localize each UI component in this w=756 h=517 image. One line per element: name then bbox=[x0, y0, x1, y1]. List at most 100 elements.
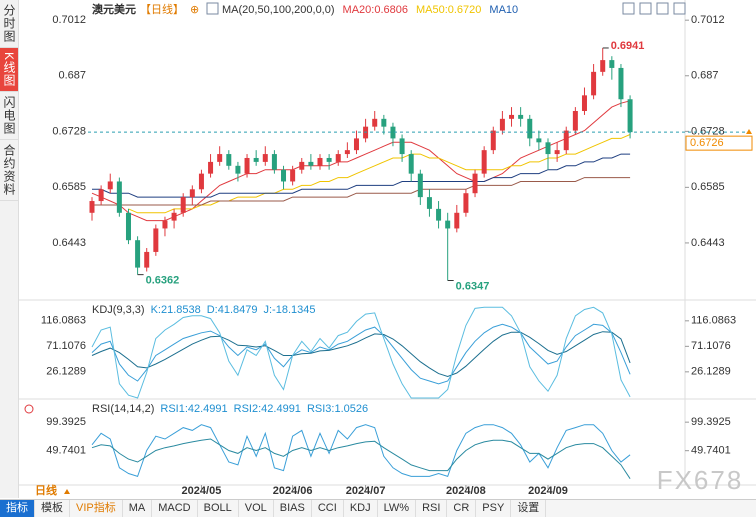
candle-body bbox=[545, 142, 551, 155]
settings-icon bbox=[24, 404, 34, 414]
candle-body bbox=[417, 173, 423, 198]
footer-tab[interactable]: 指标 bbox=[0, 500, 35, 517]
icon[interactable] bbox=[206, 2, 219, 15]
candle-body bbox=[436, 208, 442, 221]
footer-tab[interactable]: 设置 bbox=[511, 500, 547, 517]
legend-item: KDJ(9,3,3) bbox=[92, 304, 145, 316]
annotation: 0.6347 bbox=[456, 280, 490, 292]
y-tick-label-left: 0.6443 bbox=[52, 237, 86, 249]
legend-item: RSI3:1.0526 bbox=[307, 403, 368, 415]
indicator-line bbox=[91, 424, 631, 478]
watermark: FX678 bbox=[657, 465, 744, 495]
x-tick-label: 2024/09 bbox=[528, 485, 568, 497]
footer-tab[interactable]: MA bbox=[123, 500, 153, 517]
footer-tab[interactable]: RSI bbox=[416, 500, 448, 517]
candle-body bbox=[581, 95, 587, 112]
candle-body bbox=[426, 197, 432, 209]
candle-body bbox=[299, 161, 305, 170]
y-tick-label-left: 0.7012 bbox=[52, 14, 86, 26]
y-tick-label-left: 0.6728 bbox=[52, 125, 86, 137]
ma-line bbox=[128, 134, 631, 214]
period-arrow[interactable] bbox=[64, 489, 70, 494]
candle-body bbox=[627, 99, 633, 133]
x-tick-label: 2024/07 bbox=[346, 485, 386, 497]
annotation: 0.6362 bbox=[146, 275, 180, 287]
candle-body bbox=[472, 173, 478, 194]
side-tab[interactable]: 分时图 bbox=[0, 0, 18, 48]
candle-body bbox=[353, 138, 359, 151]
candle-body bbox=[572, 111, 578, 131]
footer-tab[interactable]: 模板 bbox=[35, 500, 70, 517]
x-tick-label: 2024/08 bbox=[446, 485, 486, 497]
candle-body bbox=[144, 251, 150, 268]
candle-body bbox=[208, 161, 214, 174]
y-tick-label-left: 0.6585 bbox=[52, 181, 86, 193]
legend-item: MA10 bbox=[489, 4, 518, 16]
footer-tab[interactable]: MACD bbox=[152, 500, 198, 517]
candle-body bbox=[554, 150, 560, 155]
footer-tab[interactable]: VIP指标 bbox=[70, 500, 123, 517]
candle-body bbox=[499, 118, 505, 131]
legend-item: RSI2:42.4991 bbox=[234, 403, 301, 415]
y-tick-label: 0.7012 bbox=[691, 14, 725, 26]
side-tabs: 分时图 K线图 闪电图 合约资料 bbox=[0, 0, 19, 498]
candle-body bbox=[481, 150, 487, 174]
candle-body bbox=[509, 114, 515, 119]
toolbar-icons bbox=[622, 2, 686, 15]
candle-body bbox=[116, 181, 122, 213]
footer-tab[interactable]: BIAS bbox=[274, 500, 312, 517]
side-tab[interactable]: 闪电图 bbox=[0, 92, 18, 141]
icon[interactable] bbox=[673, 2, 686, 15]
add-icon[interactable]: ⊕ bbox=[190, 4, 199, 16]
footer-tab[interactable]: PSY bbox=[476, 500, 512, 517]
y-tick-label: 49.7401 bbox=[691, 445, 731, 457]
candle-body bbox=[271, 154, 277, 170]
side-tab[interactable]: 合约资料 bbox=[0, 140, 18, 202]
side-tab[interactable]: K线图 bbox=[0, 48, 18, 93]
candle-body bbox=[381, 118, 387, 127]
y-tick-label: 99.3925 bbox=[691, 416, 731, 428]
candle-body bbox=[563, 130, 569, 151]
candle-body bbox=[180, 197, 186, 213]
icon[interactable] bbox=[656, 2, 669, 15]
candle-body bbox=[317, 157, 323, 166]
candle-body bbox=[162, 220, 168, 229]
footer-tab[interactable]: KDJ bbox=[344, 500, 378, 517]
icon[interactable] bbox=[622, 2, 635, 15]
candle-body bbox=[600, 60, 606, 72]
candle-body bbox=[490, 130, 496, 151]
y-tick-label-left: 49.7401 bbox=[46, 445, 86, 457]
legend-item: RSI1:42.4991 bbox=[160, 403, 227, 415]
candle-body bbox=[609, 60, 615, 68]
candle-body bbox=[253, 157, 259, 162]
price-flag bbox=[746, 129, 752, 134]
y-tick-label: 0.6728 bbox=[691, 125, 725, 137]
footer-tab[interactable]: BOLL bbox=[198, 500, 239, 517]
candle-body bbox=[198, 173, 204, 190]
candle-body bbox=[591, 71, 597, 96]
footer-tab[interactable]: CR bbox=[447, 500, 477, 517]
candle-body bbox=[335, 154, 341, 162]
footer-tab[interactable]: LW% bbox=[378, 500, 417, 517]
y-tick-label-left: 116.0863 bbox=[41, 315, 86, 327]
indicator-line bbox=[91, 323, 631, 385]
candle-body bbox=[235, 165, 241, 174]
period-label[interactable]: 日线 bbox=[35, 483, 57, 497]
icon[interactable] bbox=[639, 2, 652, 15]
footer-tab[interactable]: CCI bbox=[312, 500, 344, 517]
y-tick-label: 0.6585 bbox=[691, 181, 725, 193]
candle-body bbox=[262, 154, 268, 162]
y-tick-label: 26.1289 bbox=[691, 366, 731, 378]
candle-body bbox=[281, 169, 287, 182]
footer-tab[interactable]: VOL bbox=[239, 500, 274, 517]
indicator-line bbox=[91, 306, 631, 399]
candle-body bbox=[125, 212, 131, 241]
candle-body bbox=[463, 193, 469, 213]
legend-item: D:41.8479 bbox=[207, 304, 258, 316]
candle-body bbox=[372, 118, 378, 127]
candle-body bbox=[153, 228, 159, 252]
candle-body bbox=[98, 189, 104, 202]
candle-body bbox=[171, 212, 177, 221]
candle-body bbox=[527, 118, 533, 139]
